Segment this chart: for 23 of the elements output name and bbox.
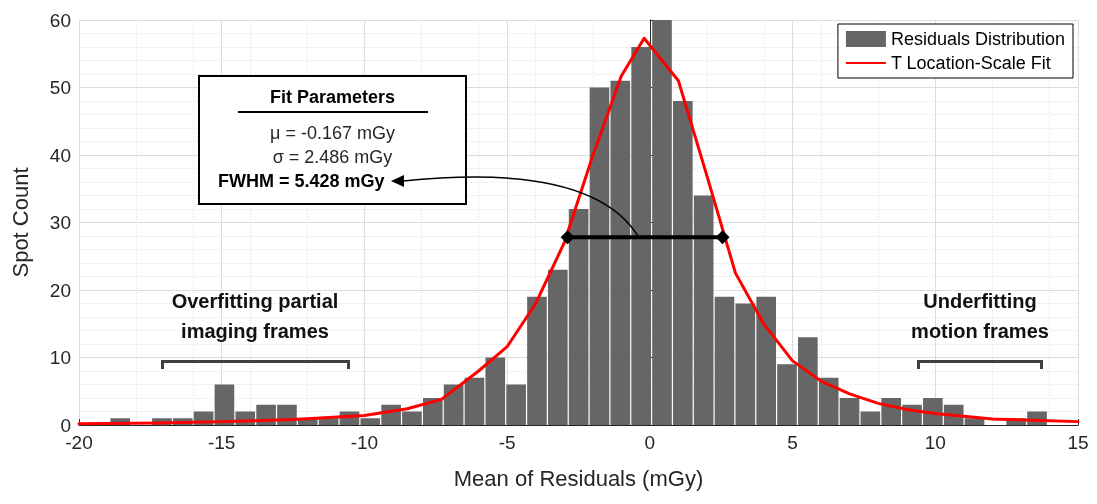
y-tick-label: 40 [49,144,71,166]
y-tick-label: 60 [49,9,71,31]
legend-label: Residuals Distribution [890,29,1065,49]
x-tick-label: -5 [498,432,516,453]
x-tick-label: 5 [787,432,798,453]
x-tick-label: 0 [644,432,656,453]
annotation: σ = 2.486 mGy [271,146,394,169]
y-tick-label: 20 [49,279,71,301]
y-axis-title: Spot Count [7,167,33,278]
x-tick-label: -10 [350,432,379,453]
y-tick-label: 50 [49,77,71,98]
annotation: Fit Parameters [268,86,397,109]
x-axis-title: Mean of Residuals (mGy) [453,465,704,491]
x-tick-label: 10 [924,432,946,453]
annotation: μ = -0.167 mGy [269,122,396,145]
y-tick-label: 10 [49,347,71,368]
legend-label: T Location-Scale Fit [890,53,1051,73]
x-tick-label: 15 [1067,432,1089,453]
annotation: Overfitting partial imaging frames [170,289,340,344]
x-tick-label: -15 [207,432,236,453]
annotation: FWHM = 5.428 mGy [217,170,386,193]
y-tick-label: 30 [49,212,71,233]
annotation: Underfitting motion frames [910,289,1050,344]
